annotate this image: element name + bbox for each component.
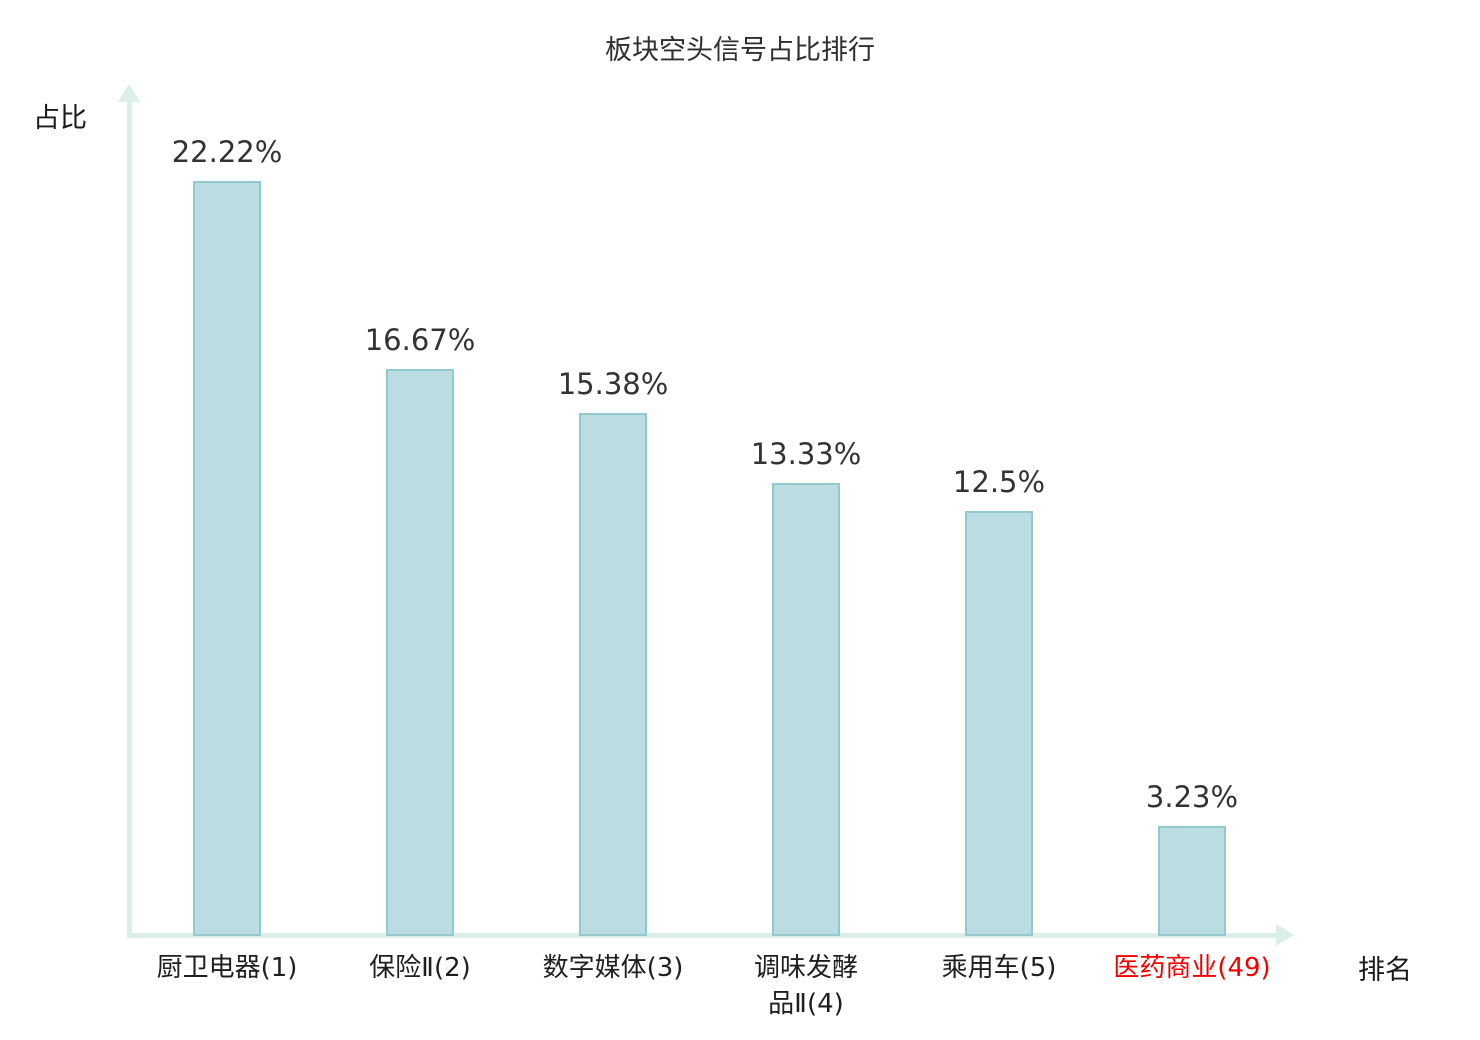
bar-category-label: 数字媒体(3) xyxy=(542,953,684,983)
bar xyxy=(193,181,261,936)
bar-category-label: 厨卫电器(1) xyxy=(156,953,298,983)
bar-category-label: 乘用车(5) xyxy=(941,953,1057,983)
bar xyxy=(579,413,647,936)
y-axis-arrow-icon xyxy=(118,84,140,102)
y-axis-line xyxy=(127,100,132,938)
bar-value-label: 3.23% xyxy=(1145,780,1239,814)
bar-value-label: 12.5% xyxy=(952,465,1046,499)
x-axis-arrow-icon xyxy=(1276,924,1294,946)
bar xyxy=(1158,826,1226,936)
bar xyxy=(965,511,1033,936)
bar-category-label: 医药商业(49) xyxy=(1113,953,1271,983)
x-axis-title: 排名 xyxy=(1358,955,1412,986)
x-axis-line xyxy=(127,933,1277,938)
bar-value-label: 15.38% xyxy=(557,367,669,401)
bar-category-label: 保险Ⅱ(2) xyxy=(369,953,471,983)
bar-value-label: 16.67% xyxy=(364,323,476,357)
chart-title: 板块空头信号占比排行 xyxy=(605,35,875,66)
bar xyxy=(386,369,454,936)
y-axis-title: 占比 xyxy=(33,103,87,134)
bar-value-label: 13.33% xyxy=(750,437,862,471)
bar-category-label: 调味发酵 品Ⅱ(4) xyxy=(753,953,858,1020)
bar xyxy=(772,483,840,936)
bar-value-label: 22.22% xyxy=(171,135,283,169)
